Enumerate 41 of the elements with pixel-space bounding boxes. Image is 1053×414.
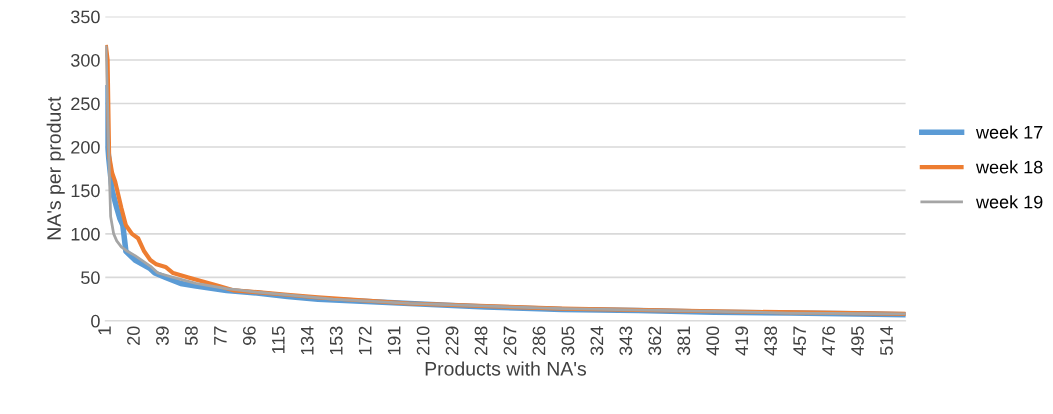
x-tick-label: 210: [416, 326, 430, 355]
x-tick-label: 419: [735, 326, 749, 356]
x-tick-label: 134: [300, 326, 314, 355]
x-tick-label: 362: [648, 326, 662, 356]
x-axis-title: Products with NA's: [425, 361, 587, 376]
x-tick-label: 115: [272, 326, 285, 354]
x-tick-label: 229: [445, 326, 459, 355]
x-tick-label: 305: [561, 326, 575, 356]
x-tick-label: 20: [127, 326, 140, 345]
x-tick-label: 438: [764, 326, 778, 356]
x-tick-label: 96: [242, 326, 256, 345]
x-tick-label: 58: [185, 326, 198, 346]
y-tick-label: 150: [71, 184, 100, 198]
y-tick-label: 0: [91, 314, 100, 328]
legend-label: week 19: [975, 195, 1043, 209]
y-tick-label: 50: [81, 271, 100, 285]
x-tick-label: 153: [329, 326, 343, 355]
y-tick-label: 100: [71, 227, 100, 241]
legend-label: week 17: [975, 125, 1043, 139]
x-tick-label: 514: [880, 326, 893, 356]
x-tick-label: 324: [590, 326, 604, 356]
y-tick-label: 300: [71, 53, 100, 67]
x-tick-label: 172: [358, 326, 372, 355]
legend-label: week 18: [975, 160, 1043, 174]
x-tick-label: 343: [619, 326, 633, 356]
y-tick-label: 350: [71, 10, 100, 24]
x-tick-label: 39: [156, 326, 169, 346]
x-tick-label: 286: [532, 326, 546, 355]
x-tick-label: 77: [214, 326, 227, 345]
x-tick-label: 191: [387, 326, 401, 355]
y-tick-label: 200: [71, 140, 100, 154]
x-tick-label: 457: [793, 326, 807, 356]
x-tick-label: 248: [474, 326, 488, 355]
y-axis-title: NA's per product: [46, 96, 65, 240]
x-tick-label: 381: [677, 326, 691, 356]
x-tick-label: 1: [98, 326, 111, 335]
x-tick-label: 476: [822, 326, 835, 356]
x-tick-label: 267: [503, 326, 517, 355]
x-tick-label: 495: [851, 326, 864, 356]
x-tick-label: 400: [706, 326, 720, 356]
y-tick-label: 250: [71, 97, 100, 111]
